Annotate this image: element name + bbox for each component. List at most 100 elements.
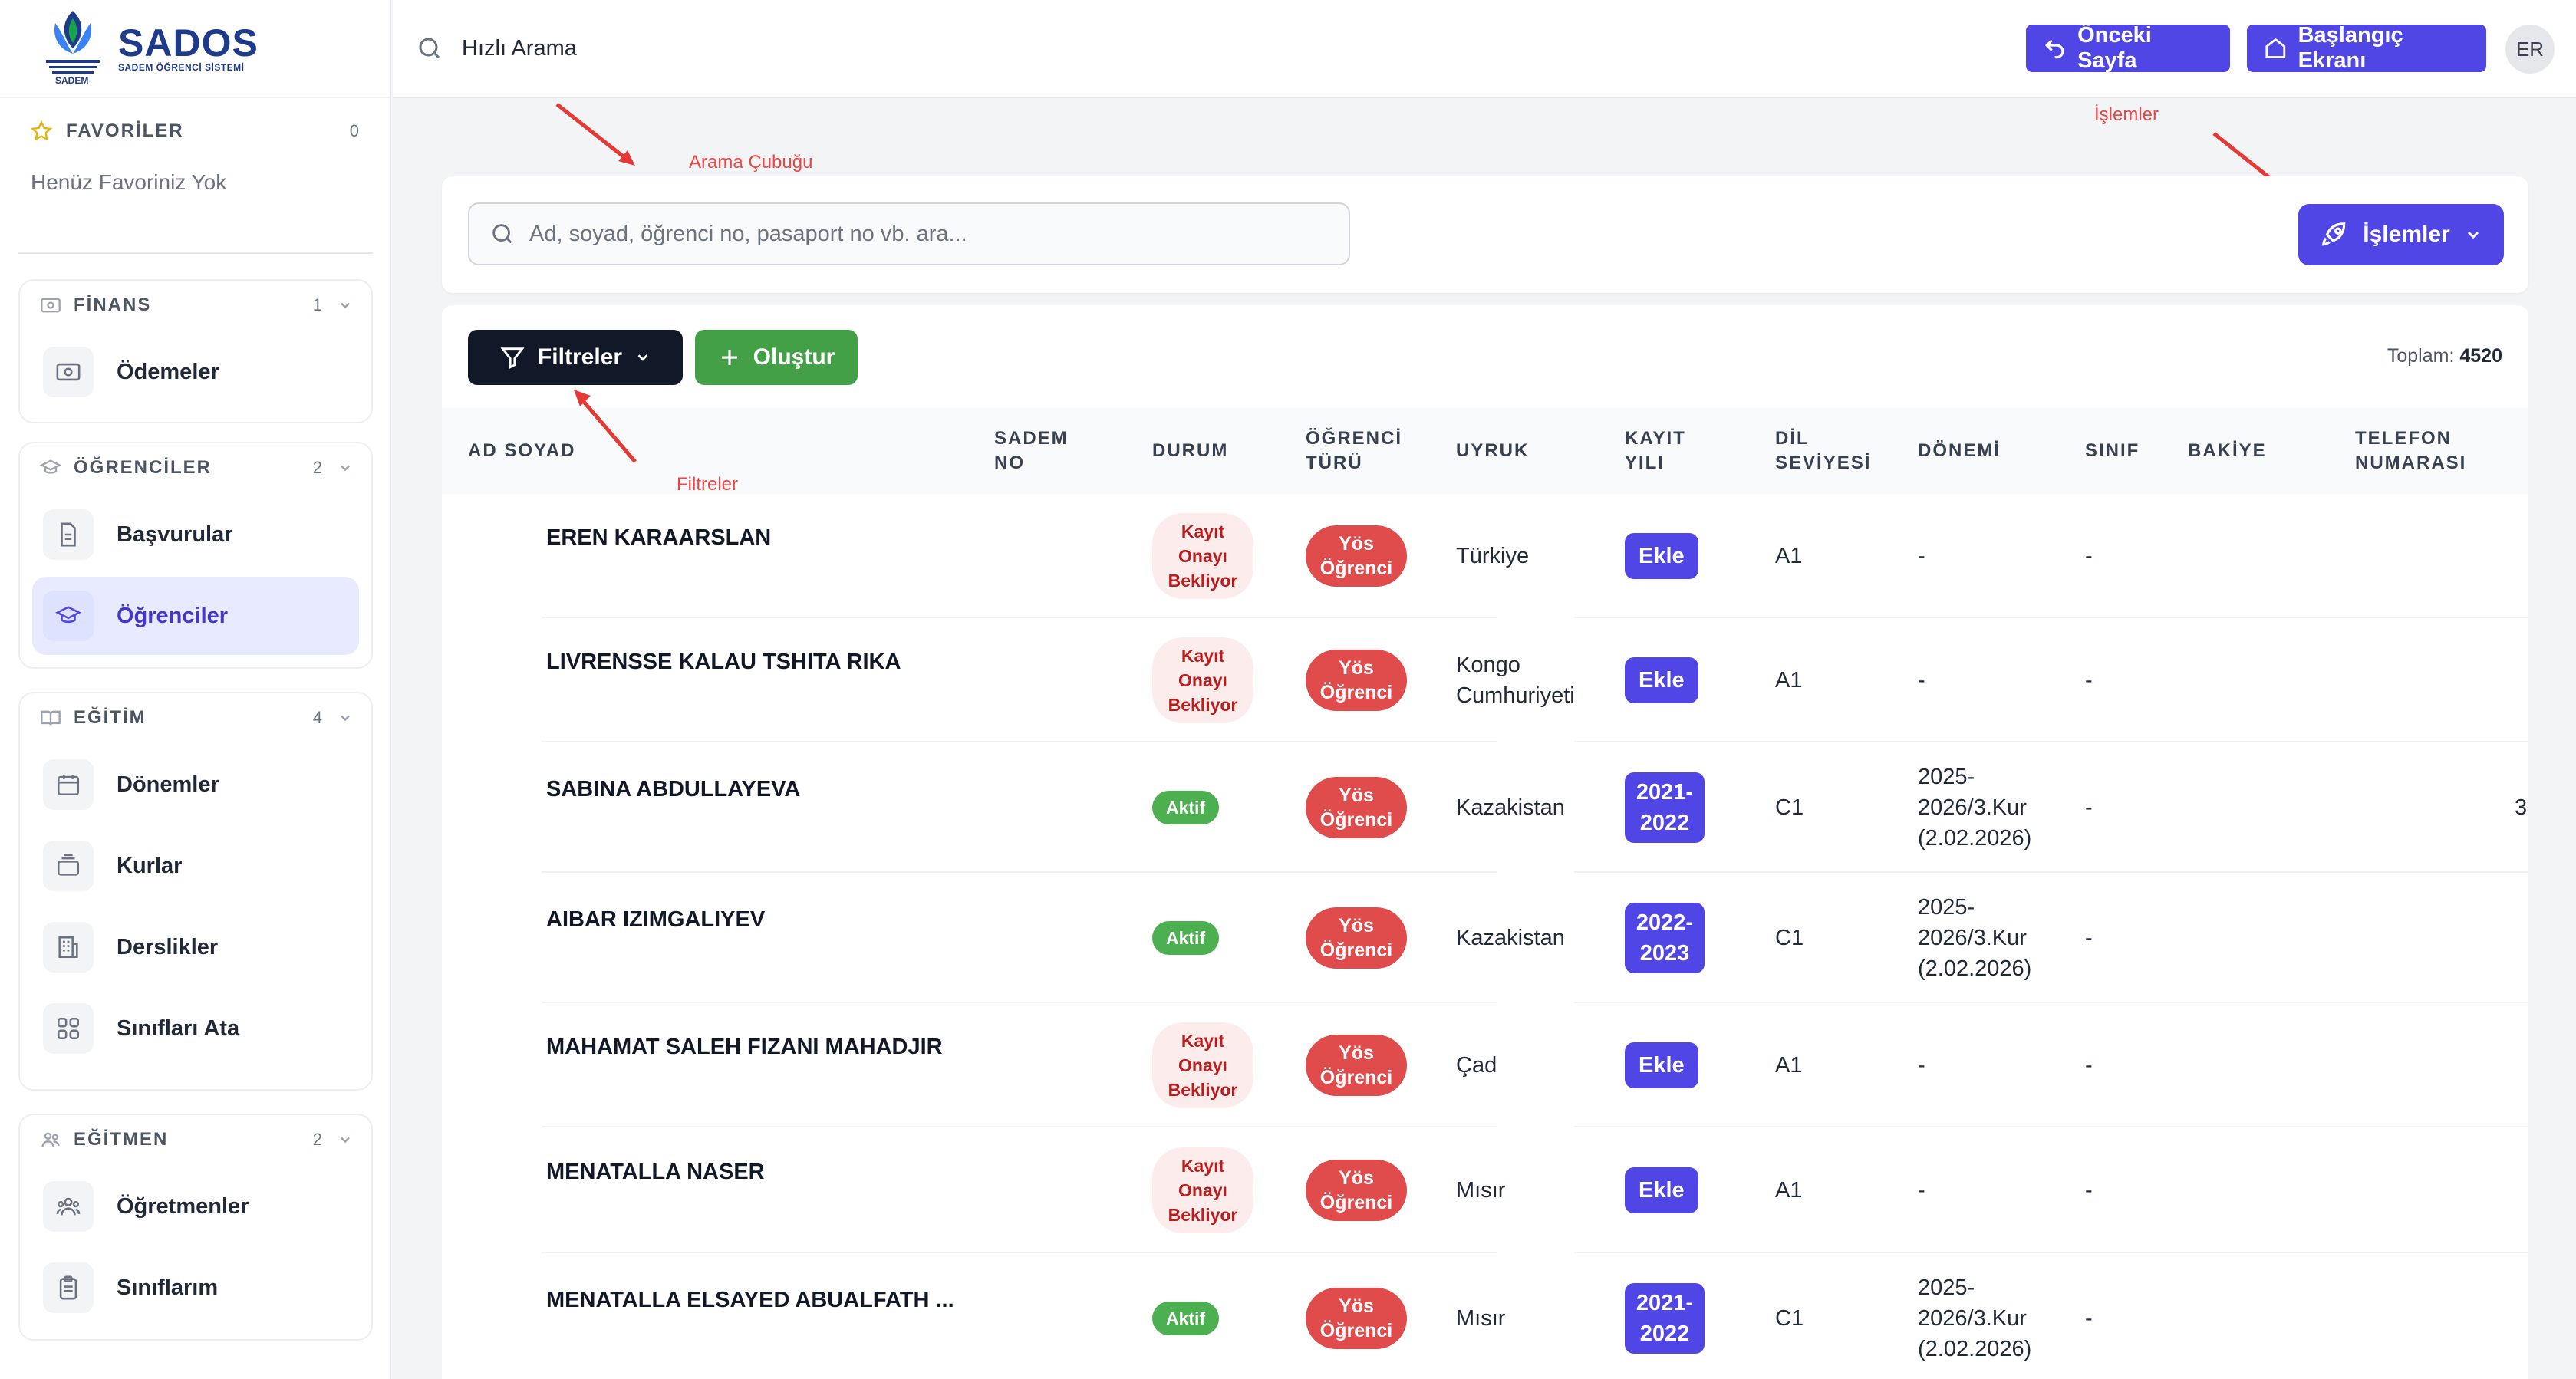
column-header-name[interactable]: AD SOYAD: [468, 440, 576, 461]
sidebar-group-count: 1: [312, 295, 322, 314]
student-name[interactable]: MENATALLA NASER: [546, 1160, 765, 1184]
status-cell: Aktif: [1152, 742, 1220, 873]
row-divider: [1574, 741, 2528, 742]
student-search-input[interactable]: [529, 221, 1296, 247]
sidebar-item-teachers[interactable]: Öğretmenler: [32, 1167, 359, 1246]
column-header-status[interactable]: DURUM: [1152, 440, 1229, 461]
period-cell: -: [1918, 494, 2053, 618]
student-type-cell: Yös Öğrenci: [1306, 1003, 1407, 1127]
student-name[interactable]: EREN KARAARSLAN: [546, 525, 772, 550]
create-label: Oluştur: [753, 344, 835, 370]
enrollment-year-badge: 2021-2022: [1625, 1283, 1705, 1354]
sidebar-item-classrooms[interactable]: Derslikler: [32, 908, 359, 986]
nationality: Türkiye: [1456, 544, 1530, 568]
table-row[interactable]: SABINA ABDULLAYEVA Aktif Yös Öğrenci Kazaki…: [442, 742, 2528, 873]
avatar[interactable]: ER: [2505, 25, 2555, 74]
column-header-class[interactable]: SINIF: [2085, 440, 2140, 461]
nationality-cell: Kazakistan: [1456, 742, 1602, 873]
annotation-arrow: [574, 390, 637, 463]
previous-page-button[interactable]: Önceki Sayfa: [2026, 23, 2230, 73]
chevron-down-icon: [338, 710, 353, 726]
status-badge: Kayıt Onayı Bekliyor: [1152, 637, 1253, 723]
column-header-sadem-no[interactable]: SADEM NO: [994, 428, 1069, 473]
language-level: C1: [1775, 795, 1804, 820]
annotation-filters: Filtreler: [677, 474, 739, 495]
sidebar-item-applications[interactable]: Başvurular: [32, 495, 359, 574]
student-type-badge: Yös Öğrenci: [1306, 525, 1407, 587]
table-row[interactable]: EREN KARAARSLAN Kayıt Onayı Bekliyor Yös Ö…: [442, 494, 2528, 618]
enrollment-year-cell: Ekle: [1625, 1003, 1698, 1127]
nationality: Mısır: [1456, 1306, 1506, 1331]
student-name[interactable]: MAHAMAT SALEH FIZANI MAHADJIR: [546, 1035, 943, 1059]
sidebar-item-label: Kurlar: [117, 853, 183, 878]
sidebar-item-my-classes[interactable]: Sınıflarım: [32, 1249, 359, 1327]
favorites-header[interactable]: FAVORİLER 0: [30, 115, 367, 147]
sidebar-group-count: 4: [312, 708, 322, 727]
sidebar-group-header-students[interactable]: ÖĞRENCİLER 2: [20, 443, 371, 492]
row-divider: [1574, 1252, 2528, 1253]
enrollment-year-cell: 2021-2022: [1625, 742, 1705, 873]
quick-search[interactable]: Hızlı Arama: [462, 35, 577, 61]
sidebar-item-payments[interactable]: Ödemeler: [32, 333, 359, 411]
student-name[interactable]: MENATALLA ELSAYED ABUALFATH ...: [546, 1288, 954, 1312]
clipboard-icon: [43, 1262, 94, 1313]
student-name[interactable]: LIVRENSSE KALAU TSHITA RIKA: [546, 650, 901, 674]
period: 2025-2026/3.Kur (2.02.2026): [1918, 1275, 2032, 1361]
column-header-phone[interactable]: TELEFON NUMARASI: [2355, 428, 2467, 473]
sidebar-group-finance: FİNANS 1 Ödemeler: [18, 279, 373, 423]
table-row[interactable]: LIVRENSSE KALAU TSHITA RIKA Kayıt Onayı B…: [442, 618, 2528, 742]
total-label: Toplam:: [2387, 345, 2455, 367]
sidebar-group-title: EĞİTİM: [74, 707, 147, 728]
student-type-badge: Yös Öğrenci: [1306, 1160, 1407, 1221]
filters-button[interactable]: Filtreler: [468, 330, 683, 385]
sidebar-item-assign-classes[interactable]: Sınıfları Ata: [32, 989, 359, 1068]
language-level: C1: [1775, 926, 1804, 950]
sidebar-item-courses[interactable]: Kurlar: [32, 827, 359, 905]
student-name[interactable]: SABINA ABDULLAYEVA: [546, 777, 801, 801]
home-screen-button[interactable]: Başlangıç Ekranı: [2247, 23, 2486, 73]
table-row[interactable]: MAHAMAT SALEH FIZANI MAHADJIR Kayıt Onayı…: [442, 1003, 2528, 1127]
add-enrollment-year-button[interactable]: Ekle: [1625, 1167, 1698, 1213]
logo[interactable]: SADEM SADOS SADEM ÖĞRENCİ SİSTEMİ: [0, 0, 390, 98]
column-header-language-level[interactable]: DİL SEVİYESİ: [1775, 428, 1872, 473]
sidebar-group-header-instructor[interactable]: EĞİTMEN 2: [20, 1115, 371, 1164]
column-header-student-type[interactable]: ÖĞRENCİ TÜRÜ: [1306, 428, 1403, 473]
status-cell: Kayıt Onayı Bekliyor: [1152, 494, 1253, 618]
language-level-cell: C1: [1775, 873, 1804, 1003]
add-enrollment-year-button[interactable]: Ekle: [1625, 1042, 1698, 1088]
chevron-down-icon: [338, 1132, 353, 1147]
operations-button[interactable]: İşlemler: [2298, 204, 2504, 265]
search-icon[interactable]: [416, 35, 443, 62]
sidebar-item-students[interactable]: Öğrenciler: [32, 577, 359, 655]
student-name[interactable]: AIBAR IZIMGALIYEV: [546, 907, 766, 932]
student-search-box[interactable]: [468, 202, 1350, 265]
period: -: [1918, 1053, 1925, 1078]
table-row[interactable]: AIBAR IZIMGALIYEV Aktif Yös Öğrenci Kazakis…: [442, 873, 2528, 1003]
column-header-enrollment-year[interactable]: KAYIT YILI: [1625, 428, 1686, 473]
student-name-cell: MAHAMAT SALEH FIZANI MAHADJIR: [546, 1003, 976, 1127]
column-header-balance[interactable]: BAKİYE: [2188, 440, 2267, 461]
annotation-search-bar: Arama Çubuğu: [689, 152, 813, 173]
period-cell: -: [1918, 618, 2053, 742]
class-cell: -: [2085, 1003, 2093, 1127]
sidebar-group-count: 2: [312, 1130, 322, 1149]
add-enrollment-year-button[interactable]: Ekle: [1625, 533, 1698, 579]
logo-title: SADOS: [118, 21, 259, 64]
column-header-period[interactable]: DÖNEMİ: [1918, 440, 2001, 461]
students-table-card: Filtreler Oluştur Toplam: 4520 AD SOYAD …: [442, 305, 2528, 1379]
sidebar-group-header-finance[interactable]: FİNANS 1: [20, 281, 371, 330]
table-row[interactable]: MENATALLA ELSAYED ABUALFATH ... Aktif Yös …: [442, 1253, 2528, 1379]
status-cell: Aktif: [1152, 873, 1220, 1003]
filter-icon: [500, 347, 525, 370]
student-type-badge: Yös Öğrenci: [1306, 777, 1407, 838]
student-name-cell: MENATALLA ELSAYED ABUALFATH ...: [546, 1253, 976, 1379]
add-enrollment-year-button[interactable]: Ekle: [1625, 657, 1698, 703]
table-header: AD SOYAD SADEM NO DURUM ÖĞRENCİ TÜRÜ UYR…: [442, 408, 2528, 494]
sidebar-item-periods[interactable]: Dönemler: [32, 745, 359, 824]
class-cell: -: [2085, 742, 2093, 873]
sidebar-group-header-education[interactable]: EĞİTİM 4: [20, 693, 371, 742]
column-header-nationality[interactable]: UYRUK: [1456, 440, 1530, 461]
row-divider: [542, 1252, 1497, 1253]
create-button[interactable]: Oluştur: [695, 330, 858, 385]
table-row[interactable]: MENATALLA NASER Kayıt Onayı Bekliyor Yös Ö…: [442, 1127, 2528, 1253]
